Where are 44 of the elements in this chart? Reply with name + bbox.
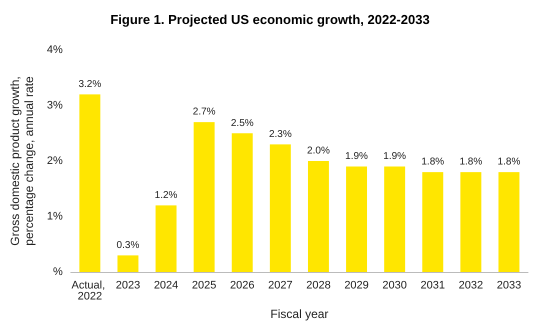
data-label: 2.7% xyxy=(192,106,216,118)
y-tick-label: 3% xyxy=(46,100,64,112)
y-tick-label: % xyxy=(53,266,64,278)
data-label: 0.3% xyxy=(116,240,140,251)
bar xyxy=(117,255,138,272)
data-label: 1.8% xyxy=(498,156,520,168)
bar xyxy=(270,144,291,272)
bar xyxy=(232,133,253,272)
x-tick-label: 2031 xyxy=(420,280,445,292)
data-label: 2.3% xyxy=(268,128,292,140)
y-axis-title: Gross domestic product growth, percentage change, annual rate xyxy=(8,76,36,246)
data-label: 1.9% xyxy=(345,151,368,162)
chart-title: Figure 1. Projected US economic growth, 2022-2033 xyxy=(110,12,430,27)
x-tick-label: 2027 xyxy=(268,280,293,292)
x-tick-label: 2030 xyxy=(382,280,407,292)
x-axis-title: Fiscal year xyxy=(270,307,328,321)
data-label: 1.8% xyxy=(459,156,482,168)
bar xyxy=(346,166,368,272)
x-tick-label: 2032 xyxy=(458,280,484,292)
bar xyxy=(79,94,100,272)
bar xyxy=(384,166,406,272)
bar xyxy=(460,172,482,272)
data-label: 1.8% xyxy=(421,156,444,168)
bar xyxy=(194,122,215,272)
data-label: 2.0% xyxy=(307,146,330,156)
x-tick-label: 2025 xyxy=(192,280,216,292)
data-label: 2.5% xyxy=(230,118,254,129)
x-tick-label: 2029 xyxy=(344,280,369,292)
x-tick-label: 2023 xyxy=(116,280,140,292)
x-tick-label: 2028 xyxy=(306,280,331,292)
bar xyxy=(308,161,329,272)
data-label: 1.9% xyxy=(383,151,406,162)
x-tick-label: Actual, 2022 xyxy=(72,280,108,302)
bar xyxy=(422,172,444,272)
y-tick-label: 2% xyxy=(46,155,64,167)
y-tick-label: 1% xyxy=(46,210,64,222)
x-tick-label: 2033 xyxy=(496,280,522,292)
bar xyxy=(498,172,520,272)
y-tick-label: 4% xyxy=(46,44,64,56)
data-label: 3.2% xyxy=(78,78,102,90)
data-label: 1.2% xyxy=(154,190,178,201)
bar xyxy=(156,205,177,272)
x-tick-label: 2024 xyxy=(154,280,178,292)
x-tick-label: 2026 xyxy=(230,280,254,292)
